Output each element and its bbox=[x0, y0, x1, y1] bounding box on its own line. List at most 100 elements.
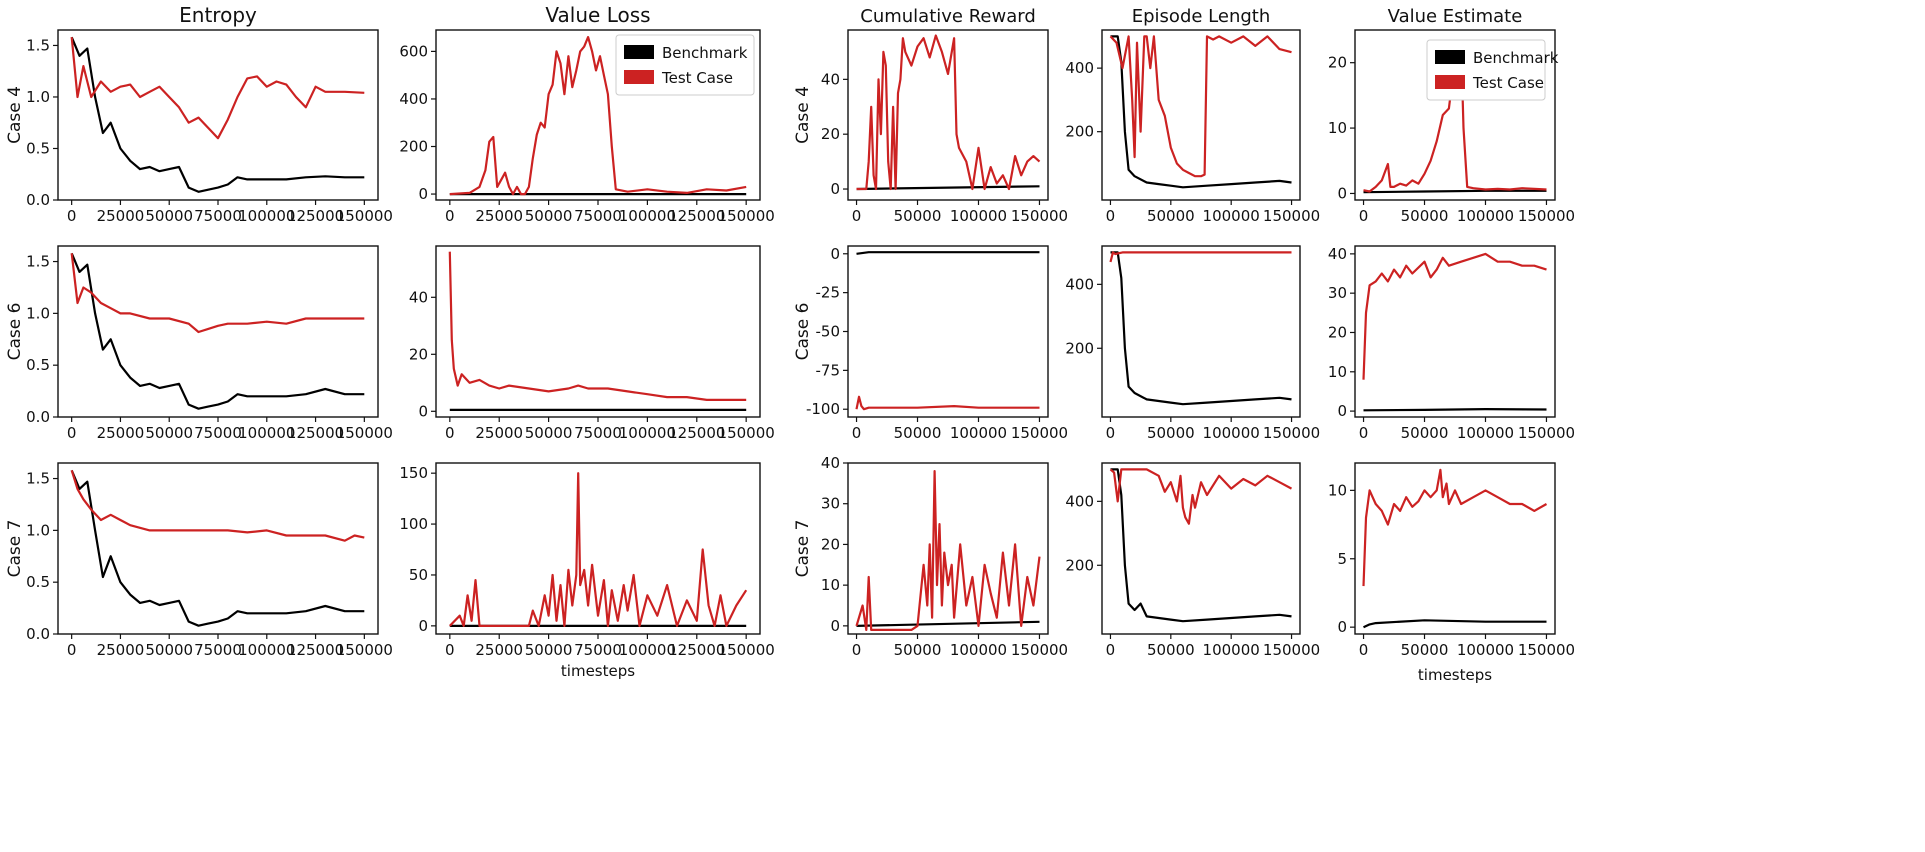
row-label-case-4-left: Case 4 bbox=[5, 86, 25, 144]
plot-frame-case-7-episode-length bbox=[1101, 462, 1301, 635]
x-tick-label: 25000 bbox=[97, 641, 145, 659]
x-tick-label: 100000 bbox=[619, 207, 676, 225]
x-tick-label: 100000 bbox=[1457, 641, 1514, 659]
row-label-case-7-right: Case 7 bbox=[793, 520, 813, 578]
x-tick-label: 100000 bbox=[950, 424, 1007, 442]
x-tick-label: 150000 bbox=[336, 207, 393, 225]
column-title-value-loss: Value Loss bbox=[545, 3, 650, 27]
x-axis-label-value-loss: timesteps bbox=[561, 662, 635, 680]
y-tick-label: 10 bbox=[1328, 481, 1347, 499]
y-tick-label: 0.5 bbox=[26, 573, 50, 591]
y-tick-label: 0 bbox=[1337, 618, 1347, 636]
column-title-cumulative-reward: Cumulative Reward bbox=[860, 6, 1036, 27]
y-tick-label: 1.5 bbox=[26, 470, 50, 488]
plot-frame-case-6-value-loss bbox=[435, 245, 761, 418]
x-tick-label: 150000 bbox=[1011, 207, 1068, 225]
series-line-test-case-case-4-entropy bbox=[70, 37, 365, 140]
x-tick-label: 75000 bbox=[574, 207, 622, 225]
column-title-entropy: Entropy bbox=[179, 3, 257, 27]
series-line-benchmark-case-7-value-estimate bbox=[1363, 619, 1547, 629]
y-tick-label: 40 bbox=[1328, 245, 1347, 263]
series-line-benchmark-case-4-cumulative-reward bbox=[856, 185, 1040, 191]
plot-frame-case-4-entropy bbox=[57, 29, 379, 201]
y-tick-label: 400 bbox=[1065, 492, 1094, 510]
row-label-case-6-right: Case 6 bbox=[793, 303, 813, 361]
x-tick-label: 50000 bbox=[525, 207, 573, 225]
x-tick-label: 150000 bbox=[1518, 207, 1575, 225]
y-tick-label: 1.0 bbox=[26, 304, 50, 322]
series-line-test-case-case-6-episode-length bbox=[1109, 251, 1292, 263]
x-tick-label: 100000 bbox=[1203, 641, 1260, 659]
y-tick-label: 20 bbox=[409, 345, 428, 363]
x-tick-label: 150000 bbox=[1263, 207, 1320, 225]
row-label-case-7-left: Case 7 bbox=[5, 520, 25, 578]
x-tick-label: 125000 bbox=[668, 641, 725, 659]
plot-frame-case-6-episode-length bbox=[1101, 245, 1301, 418]
x-tick-label: 0 bbox=[1359, 207, 1369, 225]
y-tick-label: 20 bbox=[1328, 323, 1347, 341]
series-line-test-case-case-6-cumulative-reward bbox=[855, 395, 1040, 411]
y-tick-label: 100 bbox=[399, 515, 428, 533]
x-tick-label: 50000 bbox=[1147, 641, 1195, 659]
legend-swatch-test-case bbox=[1435, 75, 1465, 89]
y-tick-label: 40 bbox=[409, 288, 428, 306]
panel-case-4-episode-length: 200 400 0 50000 100000 150000 bbox=[1065, 29, 1320, 225]
panel-case-7-value-loss: 0 50 100 150 0 25000 50000 75000100000125000150… bbox=[399, 462, 775, 659]
y-tick-label: 0 bbox=[418, 185, 428, 203]
x-tick-label: 100000 bbox=[1457, 424, 1514, 442]
x-tick-label: 100000 bbox=[238, 207, 295, 225]
x-tick-label: 50000 bbox=[894, 207, 942, 225]
y-tick-label: 0 bbox=[418, 617, 428, 635]
x-tick-label: 50000 bbox=[1401, 424, 1449, 442]
x-tick-label: 50000 bbox=[894, 424, 942, 442]
panel-case-7-cumulative-reward: 0 10 20 30 40 0 50000 100000 150000 bbox=[821, 454, 1068, 659]
x-axis-label-value-estimate: timesteps bbox=[1418, 666, 1492, 684]
y-tick-label: 400 bbox=[1065, 59, 1094, 77]
series-line-test-case-case-7-value-estimate bbox=[1362, 468, 1548, 587]
plot-frame-case-6-value-estimate bbox=[1354, 245, 1556, 418]
x-tick-label: 100000 bbox=[1203, 424, 1260, 442]
y-tick-label: 1.0 bbox=[26, 88, 50, 106]
series-line-benchmark-case-7-cumulative-reward bbox=[856, 620, 1040, 627]
panel-case-7-entropy: 0.0 0.5 1.0 1.5 0 25000 50000 75000100000125000… bbox=[26, 462, 393, 659]
panel-case-4-entropy: 0.0 0.5 1.0 1.5 0 25000 50000 75000100000125000… bbox=[26, 29, 393, 225]
x-tick-label: 125000 bbox=[287, 641, 344, 659]
series-line-test-case-case-6-value-estimate bbox=[1362, 252, 1547, 380]
panel-case-7-value-estimate: 0 5 10 0 50000 100000 150000 bbox=[1328, 462, 1575, 659]
x-tick-label: 25000 bbox=[475, 641, 523, 659]
y-tick-label: 0.5 bbox=[26, 356, 50, 374]
panel-case-6-episode-length: 200 400 0 50000 100000 150000 bbox=[1065, 245, 1320, 442]
row-label-case-4-right: Case 4 bbox=[793, 86, 813, 144]
y-tick-label: 20 bbox=[821, 535, 840, 553]
x-tick-label: 150000 bbox=[336, 424, 393, 442]
series-line-benchmark-case-6-episode-length bbox=[1110, 251, 1292, 406]
x-tick-label: 0 bbox=[852, 641, 862, 659]
x-tick-label: 125000 bbox=[668, 207, 725, 225]
y-tick-label: 0 bbox=[1337, 402, 1347, 420]
series-line-benchmark-case-7-episode-length bbox=[1110, 468, 1292, 623]
legend-case-4-value-loss: Benchmark Test Case bbox=[615, 34, 755, 96]
plot-frame-case-7-value-estimate bbox=[1354, 462, 1556, 635]
x-tick-label: 0 bbox=[67, 207, 77, 225]
y-tick-label: 30 bbox=[821, 495, 840, 513]
y-tick-label: 200 bbox=[1065, 339, 1094, 357]
x-tick-label: 150000 bbox=[1011, 641, 1068, 659]
x-tick-label: 0 bbox=[1106, 641, 1116, 659]
y-tick-label: 1.5 bbox=[26, 253, 50, 271]
x-tick-label: 0 bbox=[852, 207, 862, 225]
panel-case-4-value-estimate: 0 10 20 0 50000 100000 150000 bbox=[1328, 29, 1575, 225]
x-tick-label: 75000 bbox=[574, 641, 622, 659]
x-tick-label: 0 bbox=[1359, 424, 1369, 442]
series-line-test-case-case-4-value-estimate bbox=[1363, 41, 1547, 193]
panel-case-4-value-loss: 0 200 400 600 0 25000 50000 7500010000012500015… bbox=[399, 29, 775, 225]
x-tick-label: 100000 bbox=[238, 424, 295, 442]
series-line-benchmark-case-4-value-estimate bbox=[1363, 189, 1547, 194]
x-tick-label: 100000 bbox=[950, 207, 1007, 225]
series-line-benchmark-case-4-episode-length bbox=[1110, 35, 1292, 189]
x-tick-label: 100000 bbox=[619, 424, 676, 442]
panel-case-6-entropy: 0.0 0.5 1.0 1.5 0 25000 50000 75000100000125000… bbox=[26, 245, 393, 442]
y-tick-label: 200 bbox=[1065, 556, 1094, 574]
y-tick-label: 40 bbox=[821, 70, 840, 88]
series-line-test-case-case-7-entropy bbox=[70, 469, 365, 542]
series-line-test-case-case-4-episode-length bbox=[1109, 35, 1292, 178]
